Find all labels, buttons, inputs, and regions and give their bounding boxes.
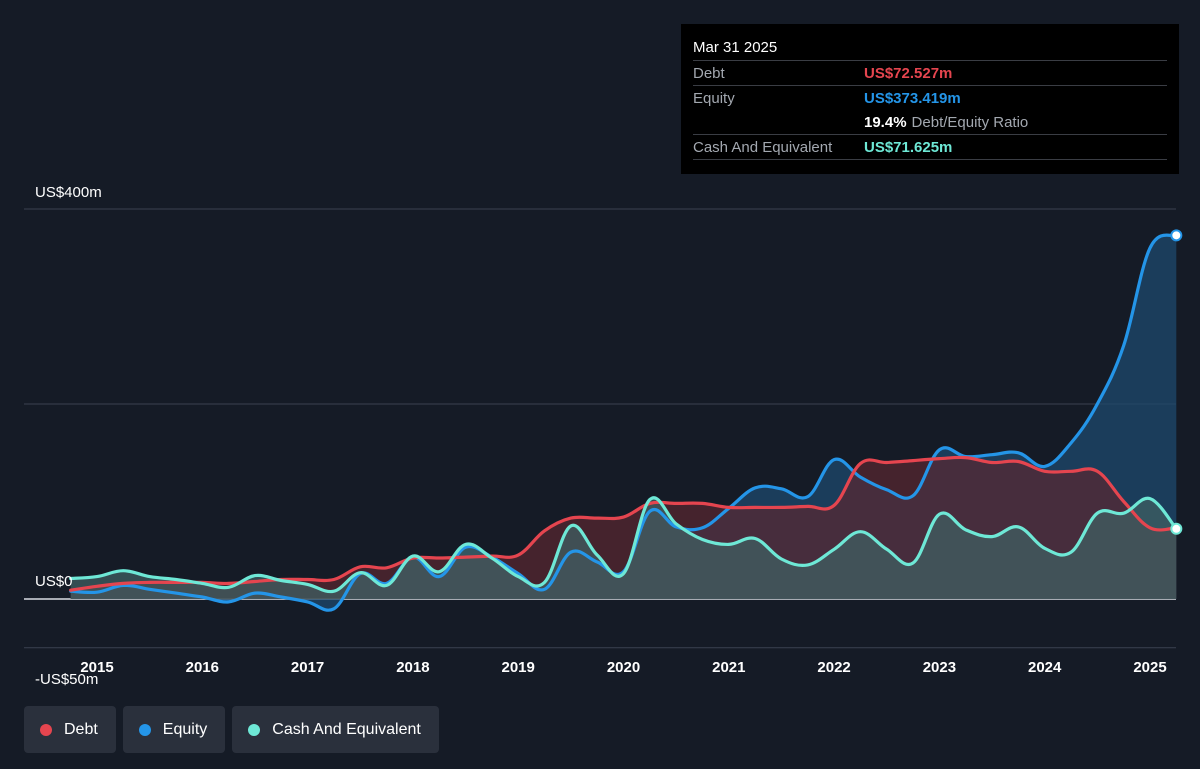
x-tick-label: 2022 [817, 659, 850, 676]
x-tick-label: 2021 [712, 659, 745, 676]
tooltip-equity-row: Equity US$373.419m [693, 85, 1167, 110]
area-fills [70, 235, 1177, 611]
x-tick-label: 2020 [607, 659, 640, 676]
x-tick-label: 2025 [1133, 659, 1166, 676]
tooltip-cash-row: Cash And Equivalent US$71.625m [693, 134, 1167, 160]
tooltip-equity-value: US$373.419m [864, 89, 961, 107]
series-lines [69, 233, 1178, 612]
x-tick-label: 2017 [291, 659, 324, 676]
tooltip-ratio-value: 19.4% [864, 113, 907, 131]
x-axis-labels: 2015 2016 2017 2018 2019 2020 2021 2022 2023 2024… [80, 659, 1166, 676]
tooltip-cash-label: Cash And Equivalent [693, 138, 833, 156]
debt-dot-icon [40, 723, 52, 736]
cash-end-marker [1170, 522, 1183, 535]
cash-dot-icon [248, 723, 261, 736]
end-markers [1170, 229, 1183, 535]
equity-end-marker [1170, 229, 1183, 242]
equity-dot-icon [138, 723, 151, 736]
tooltip-panel: Mar 31 2025 Debt US$72.527m Equity US$37… [681, 24, 1179, 174]
tooltip-debt-value: US$72.527m [864, 64, 953, 82]
debt-line [69, 455, 1178, 592]
y-axis-labels: US$400m US$0 -US$50m [35, 184, 102, 688]
legend-item-equity[interactable]: Equity [122, 706, 226, 753]
x-tick-label: 2024 [1028, 659, 1062, 676]
y-tick-label: -US$50m [35, 671, 98, 688]
legend: Debt Equity Cash And Equivalent [24, 706, 439, 753]
tooltip-equity-label: Equity [693, 89, 735, 107]
x-tick-label: 2019 [502, 659, 535, 676]
y-tick-label: US$0 [35, 573, 73, 590]
cash-area [70, 497, 1177, 599]
y-tick-label: US$400m [35, 184, 102, 201]
legend-label-cash: Cash And Equivalent [272, 720, 421, 738]
tooltip-ratio-label: Debt/Equity Ratio [911, 113, 1029, 131]
legend-item-cash[interactable]: Cash And Equivalent [232, 706, 439, 753]
legend-label-equity: Equity [162, 720, 208, 738]
tooltip-debt-label: Debt [693, 64, 725, 82]
tooltip-cash-value: US$71.625m [864, 138, 953, 156]
cash-line [69, 496, 1178, 594]
x-tick-label: 2018 [396, 659, 429, 676]
tooltip-debt-row: Debt US$72.527m [693, 60, 1167, 85]
x-tick-label: 2016 [186, 659, 219, 676]
x-tick-label: 2023 [923, 659, 956, 676]
x-tick-label: 2015 [80, 659, 113, 676]
tooltip-date: Mar 31 2025 [693, 39, 778, 56]
tooltip-ratio-row: 19.4% Debt/Equity Ratio [693, 110, 1167, 134]
legend-item-debt[interactable]: Debt [24, 706, 116, 753]
legend-label-debt: Debt [64, 720, 98, 738]
